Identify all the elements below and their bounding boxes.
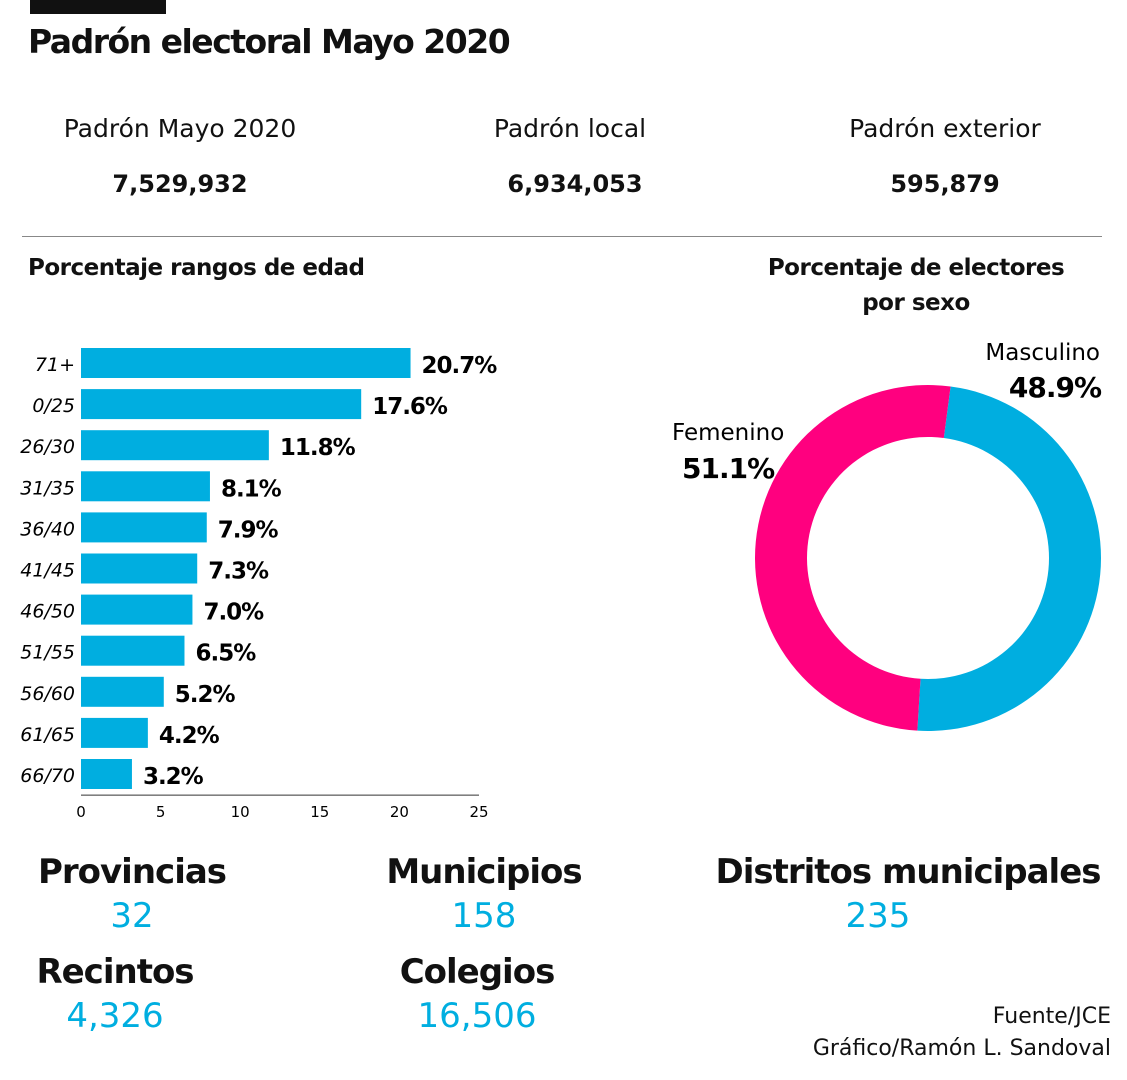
category-label: 56/60 (20, 683, 75, 705)
category-label: 0/25 (32, 395, 75, 417)
stat-label-exterior: Padrón exterior (849, 114, 1041, 143)
stat-label-local: Padrón local (493, 114, 647, 143)
bar-46/50 (81, 594, 193, 625)
data-label: 7.0% (203, 600, 264, 626)
bar-26/30 (81, 430, 269, 461)
category-label: 66/70 (20, 765, 75, 787)
category-label: 51/55 (20, 642, 75, 664)
count-label-recintos: Recintos (36, 952, 194, 992)
bar-0/25 (81, 389, 362, 420)
data-label: 8.1% (221, 476, 282, 502)
count-value-provincias: 32 (110, 896, 154, 936)
source-credit: Fuente/JCE (992, 1004, 1111, 1029)
title-bar-decoration (30, 0, 166, 14)
graphic-credit: Gráfico/Ramón L. Sandoval (812, 1036, 1111, 1061)
count-value-municipios: 158 (451, 896, 517, 936)
data-label: 7.3% (208, 559, 269, 585)
bar-31/35 (81, 471, 210, 502)
age-chart-title: Porcentaje rangos de edad (28, 255, 365, 281)
data-label: 4.2% (159, 723, 220, 749)
sex-chart-title-line2: por sexo (862, 290, 970, 316)
category-label: 36/40 (20, 518, 75, 540)
category-label: 61/65 (20, 724, 75, 746)
slice-femenino (754, 385, 951, 731)
count-label-provincias: Provincias (37, 852, 227, 892)
bar-41/45 (81, 553, 198, 584)
category-label: 31/35 (20, 477, 75, 499)
sex-chart-title-line1: Porcentaje de electores (767, 255, 1065, 281)
age-bar-chart: 71+ 20.7% 0/25 17.6% 26/30 11.8% 31/35 8.1% 36/4… (20, 348, 498, 821)
x-tick-label: 0 (76, 803, 86, 821)
x-tick-label: 10 (231, 803, 250, 821)
category-label: 46/50 (20, 601, 75, 623)
data-label: 6.5% (195, 641, 256, 667)
sex-donut-chart: Masculino 48.9% Femenino 51.1% (672, 340, 1103, 731)
data-label: 17.6% (372, 394, 448, 420)
data-label: 20.7% (422, 353, 498, 379)
bar-56/60 (81, 676, 164, 707)
stat-value-exterior: 595,879 (890, 170, 1000, 198)
slice-label-femenino: Femenino (672, 420, 784, 446)
bar-36/40 (81, 512, 207, 543)
x-tick-label: 20 (390, 803, 409, 821)
bar-71+ (81, 348, 411, 378)
bar-51/55 (81, 635, 185, 666)
category-label: 41/45 (20, 560, 75, 582)
category-label: 26/30 (20, 436, 75, 458)
count-value-recintos: 4,326 (66, 996, 164, 1036)
slice-label-masculino: Masculino (985, 340, 1100, 366)
x-tick-label: 25 (469, 803, 488, 821)
count-value-distritos: 235 (845, 896, 911, 936)
bar-61/65 (81, 717, 148, 748)
divider (22, 236, 1102, 237)
slice-value-masculino: 48.9% (1009, 371, 1102, 404)
stat-value-local: 6,934,053 (507, 170, 643, 198)
stat-label-total: Padrón Mayo 2020 (63, 114, 297, 143)
bar-66/70 (81, 759, 132, 789)
data-label: 5.2% (175, 682, 236, 708)
slice-value-femenino: 51.1% (682, 452, 775, 485)
data-label: 7.9% (218, 517, 279, 543)
count-label-colegios: Colegios (399, 952, 556, 992)
count-value-colegios: 16,506 (417, 996, 537, 1036)
count-label-distritos: Distritos municipales (715, 852, 1101, 892)
data-label: 11.8% (280, 435, 356, 461)
stat-value-total: 7,529,932 (112, 170, 248, 198)
data-label: 3.2% (143, 764, 204, 790)
page-title: Padrón electoral Mayo 2020 (28, 22, 511, 61)
category-label: 71+ (35, 354, 75, 376)
x-tick-label: 5 (156, 803, 166, 821)
slice-masculino (917, 386, 1101, 731)
x-tick-label: 15 (310, 803, 329, 821)
count-label-municipios: Municipios (386, 852, 582, 892)
